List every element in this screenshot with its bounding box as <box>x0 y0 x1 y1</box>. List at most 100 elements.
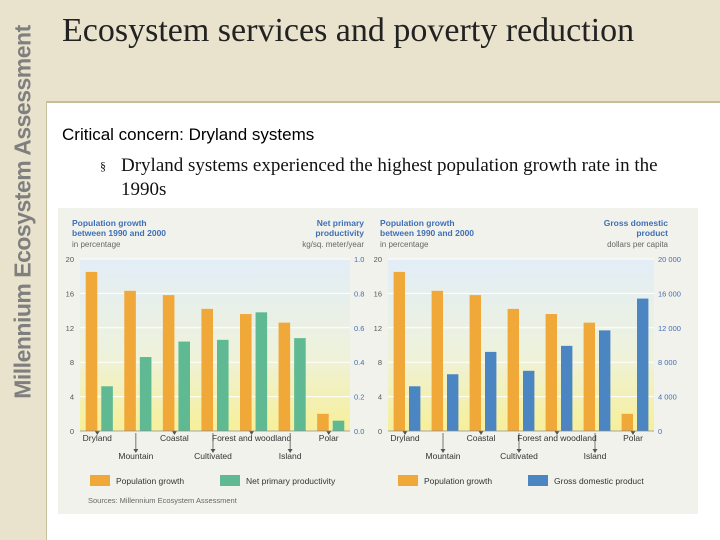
bar-population-growth <box>469 295 481 431</box>
left-tick-label: 12 <box>66 324 74 333</box>
legend-label: Net primary productivity <box>246 476 336 486</box>
category-label: Dryland <box>83 433 113 443</box>
left-tick-label: 4 <box>378 393 382 402</box>
left-tick-label: 8 <box>70 358 74 367</box>
left-axis-title: between 1990 and 2000 <box>380 228 474 238</box>
right-tick-label: 0.6 <box>354 324 364 333</box>
bar-npp <box>294 338 306 431</box>
bullet-text: Dryland systems experienced the highest … <box>121 155 658 200</box>
plot-area-npp <box>80 259 350 431</box>
bar-npp <box>217 339 229 431</box>
legend-swatch-gdp <box>528 475 548 486</box>
left-axis-title: between 1990 and 2000 <box>72 228 166 238</box>
bar-population-growth <box>278 322 291 431</box>
left-tick-label: 4 <box>70 393 74 402</box>
bar-npp <box>178 341 190 431</box>
brand-logo-text: Millennium Ecosystem Assessment <box>9 25 36 399</box>
bar-population-growth <box>317 413 329 431</box>
critical-concern-heading: Critical concern: Dryland systems <box>62 125 315 144</box>
bar-population-growth <box>393 271 405 431</box>
bar-population-growth <box>621 413 633 431</box>
left-axis-title: Population growth <box>72 218 147 228</box>
bar-population-growth <box>583 322 595 431</box>
left-tick-label: 16 <box>374 289 382 298</box>
category-label: Island <box>584 451 607 461</box>
bar-gdp <box>485 351 497 431</box>
left-axis-title: Population growth <box>380 218 455 228</box>
legend-label: Gross domestic product <box>554 476 644 486</box>
right-tick-label: 0.0 <box>354 427 364 436</box>
legend-swatch-population <box>398 475 418 486</box>
bar-gdp <box>637 298 649 431</box>
left-tick-label: 0 <box>70 427 74 436</box>
title-divider <box>46 101 720 103</box>
category-arrow-icon <box>440 449 446 453</box>
legend-label: Population growth <box>116 476 184 486</box>
category-arrow-icon <box>516 449 522 453</box>
category-label: Cultivated <box>194 451 232 461</box>
left-tick-label: 8 <box>378 358 382 367</box>
category-label: Coastal <box>160 433 189 443</box>
legend-label: Population growth <box>424 476 492 486</box>
charts-figure: 0 4 8 12 16 20 0.0 0.2 0.4 0.6 0.8 1.0 Population gr… <box>58 208 698 514</box>
category-label: Dryland <box>390 433 420 443</box>
category-arrow-icon <box>210 449 216 453</box>
left-tick-label: 16 <box>66 289 74 298</box>
right-tick-label: 0 <box>658 427 662 436</box>
right-axis-title: productivity <box>315 228 364 238</box>
category-label: Island <box>279 451 302 461</box>
right-tick-label: 20 000 <box>658 255 681 264</box>
bullet-marker-icon: § <box>100 159 106 173</box>
bar-population-growth <box>431 290 443 431</box>
category-arrow-icon <box>402 431 408 435</box>
right-tick-label: 8 000 <box>658 358 677 367</box>
bar-gdp <box>561 345 573 431</box>
bar-population-growth <box>201 308 213 431</box>
right-axis-title: product <box>636 228 668 238</box>
right-axis-title: Gross domestic <box>604 218 669 228</box>
category-label: Forest and woodland <box>517 433 597 443</box>
category-arrow-icon <box>94 431 100 435</box>
left-tick-label: 12 <box>374 324 382 333</box>
category-label: Mountain <box>118 451 153 461</box>
right-tick-label: 0.2 <box>354 393 364 402</box>
right-axis-unit: kg/sq. meter/year <box>302 240 364 249</box>
left-tick-label: 20 <box>374 255 382 264</box>
bar-gdp <box>447 374 459 431</box>
bullet-item: § Dryland systems experienced the highes… <box>100 154 680 202</box>
right-tick-label: 12 000 <box>658 324 681 333</box>
charts-svg: 0 4 8 12 16 20 0.0 0.2 0.4 0.6 0.8 1.0 Population gr… <box>58 208 698 514</box>
category-arrow-icon <box>630 431 636 435</box>
bar-population-growth <box>545 314 557 431</box>
category-arrow-icon <box>133 449 139 453</box>
category-arrow-icon <box>592 449 598 453</box>
bar-npp <box>101 386 113 431</box>
legend-swatch-population <box>90 475 110 486</box>
right-tick-label: 16 000 <box>658 289 681 298</box>
category-label: Polar <box>623 433 643 443</box>
category-label: Forest and woodland <box>212 433 292 443</box>
bar-npp <box>255 312 268 431</box>
category-label: Mountain <box>426 451 461 461</box>
category-label: Polar <box>319 433 339 443</box>
left-axis-unit: in percentage <box>72 240 121 249</box>
category-arrow-icon <box>478 431 484 435</box>
category-arrow-icon <box>249 431 255 435</box>
bar-npp <box>139 357 152 431</box>
left-axis-unit: in percentage <box>380 240 429 249</box>
left-tick-label: 20 <box>66 255 74 264</box>
source-note: Sources: Millennium Ecosystem Assessment <box>88 496 238 505</box>
bar-population-growth <box>162 295 175 431</box>
plot-area-gdp <box>388 259 654 431</box>
category-arrow-icon <box>326 431 332 435</box>
right-tick-label: 0.4 <box>354 358 364 367</box>
category-arrow-icon <box>287 449 293 453</box>
sidebar: Millennium Ecosystem Assessment <box>0 0 47 540</box>
right-axis-title: Net primary <box>317 218 365 228</box>
bar-gdp <box>409 386 421 431</box>
bar-population-growth <box>85 271 98 431</box>
category-label: Cultivated <box>500 451 538 461</box>
title-band <box>46 0 720 101</box>
left-tick-label: 0 <box>378 427 382 436</box>
bar-gdp <box>599 330 611 431</box>
